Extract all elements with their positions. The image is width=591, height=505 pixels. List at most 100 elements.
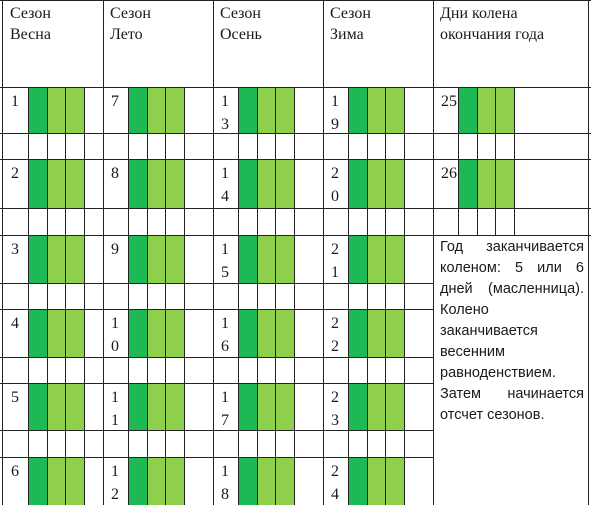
- row-divider: [0, 430, 433, 431]
- column-divider: [433, 0, 434, 505]
- day-number: 4: [221, 188, 229, 205]
- column-divider: [28, 87, 29, 505]
- season-day-marker: [46, 235, 65, 283]
- season-day-marker: [28, 457, 47, 505]
- column-divider: [2, 0, 3, 505]
- day-number: 4: [11, 315, 19, 332]
- season-day-marker: [128, 383, 147, 430]
- day-number: 0: [111, 338, 119, 355]
- season-day-marker: [28, 309, 47, 357]
- season-day-marker: [256, 457, 275, 505]
- header-line1: Сезон: [10, 5, 51, 22]
- season-day-marker: [165, 87, 184, 133]
- season-day-marker: [146, 235, 165, 283]
- day-number: 6: [11, 463, 19, 480]
- season-day-marker: [366, 159, 385, 208]
- year-end-note: Год заканчивается коленом: 5 или 6 дней …: [440, 239, 584, 423]
- season-day-marker: [256, 235, 275, 283]
- day-number: 8: [221, 486, 229, 503]
- season-day-marker: [366, 235, 385, 283]
- season-day-marker: [238, 87, 257, 133]
- season-day-marker: [165, 309, 184, 357]
- day-number: 5: [221, 264, 229, 281]
- day-number: 1: [111, 315, 119, 332]
- day-number: 9: [331, 116, 339, 133]
- season-day-marker: [128, 159, 147, 208]
- column-header: Сезон Лето: [110, 3, 206, 45]
- season-day-marker: [366, 457, 385, 505]
- column-header: Сезон Зима: [330, 3, 426, 45]
- season-day-marker: [65, 309, 84, 357]
- column-header: Сезон Весна: [10, 3, 96, 45]
- season-day-marker: [46, 309, 65, 357]
- column-divider: [323, 0, 324, 505]
- season-day-marker: [238, 309, 257, 357]
- column-header: Дни колена окончания года: [440, 3, 581, 45]
- season-day-marker: [275, 383, 294, 430]
- column-divider: [165, 87, 166, 505]
- column-divider: [103, 0, 104, 505]
- day-number: 3: [331, 412, 339, 429]
- row-divider: [0, 208, 591, 209]
- season-day-marker: [165, 235, 184, 283]
- day-number: 1: [111, 463, 119, 480]
- season-day-marker: [28, 235, 47, 283]
- season-day-marker: [46, 159, 65, 208]
- day-number: 25: [441, 93, 457, 110]
- header-line1: Сезон: [330, 5, 371, 22]
- day-number: 4: [331, 486, 339, 503]
- day-number: 1: [221, 389, 229, 406]
- header-line2: Зима: [330, 26, 364, 43]
- season-day-marker: [275, 235, 294, 283]
- column-divider: [238, 87, 239, 505]
- season-day-marker: [146, 159, 165, 208]
- table-border-top: [0, 0, 591, 1]
- day-number: 1: [111, 412, 119, 429]
- season-day-marker: [275, 159, 294, 208]
- day-number: 1: [221, 93, 229, 110]
- column-divider: [514, 87, 515, 235]
- season-day-marker: [256, 309, 275, 357]
- season-day-marker: [348, 309, 367, 357]
- column-divider: [458, 87, 459, 235]
- season-day-marker: [275, 87, 294, 133]
- day-number: 26: [441, 165, 457, 182]
- header-text: Дни колена окончания года: [440, 5, 545, 43]
- season-day-marker: [476, 87, 495, 133]
- column-divider: [385, 87, 386, 505]
- season-day-marker: [165, 457, 184, 505]
- row-divider: [0, 383, 433, 384]
- header-line1: Сезон: [110, 5, 151, 22]
- season-day-marker: [385, 235, 404, 283]
- column-divider: [257, 87, 258, 505]
- season-day-marker: [146, 457, 165, 505]
- season-day-marker: [165, 159, 184, 208]
- season-day-marker: [65, 159, 84, 208]
- day-number: 6: [221, 338, 229, 355]
- season-day-marker: [46, 457, 65, 505]
- day-number: 8: [111, 165, 119, 182]
- column-divider: [348, 87, 349, 505]
- season-day-marker: [385, 87, 404, 133]
- day-number: 2: [331, 165, 339, 182]
- day-number: 7: [221, 412, 229, 429]
- column-divider: [213, 0, 214, 505]
- season-day-marker: [476, 159, 495, 208]
- day-number: 5: [11, 389, 19, 406]
- day-number: 0: [331, 188, 339, 205]
- day-number: 1: [221, 165, 229, 182]
- season-day-marker: [146, 383, 165, 430]
- header-line2: Лето: [110, 26, 143, 43]
- column-divider: [294, 87, 295, 505]
- season-day-marker: [256, 87, 275, 133]
- row-divider: [0, 357, 433, 358]
- header-line2: Осень: [220, 26, 262, 43]
- column-divider: [588, 0, 589, 505]
- season-day-marker: [256, 159, 275, 208]
- season-day-marker: [165, 383, 184, 430]
- column-header: Сезон Осень: [220, 3, 316, 45]
- season-day-marker: [46, 87, 65, 133]
- column-divider: [147, 87, 148, 505]
- season-day-marker: [348, 159, 367, 208]
- row-divider: [0, 235, 591, 236]
